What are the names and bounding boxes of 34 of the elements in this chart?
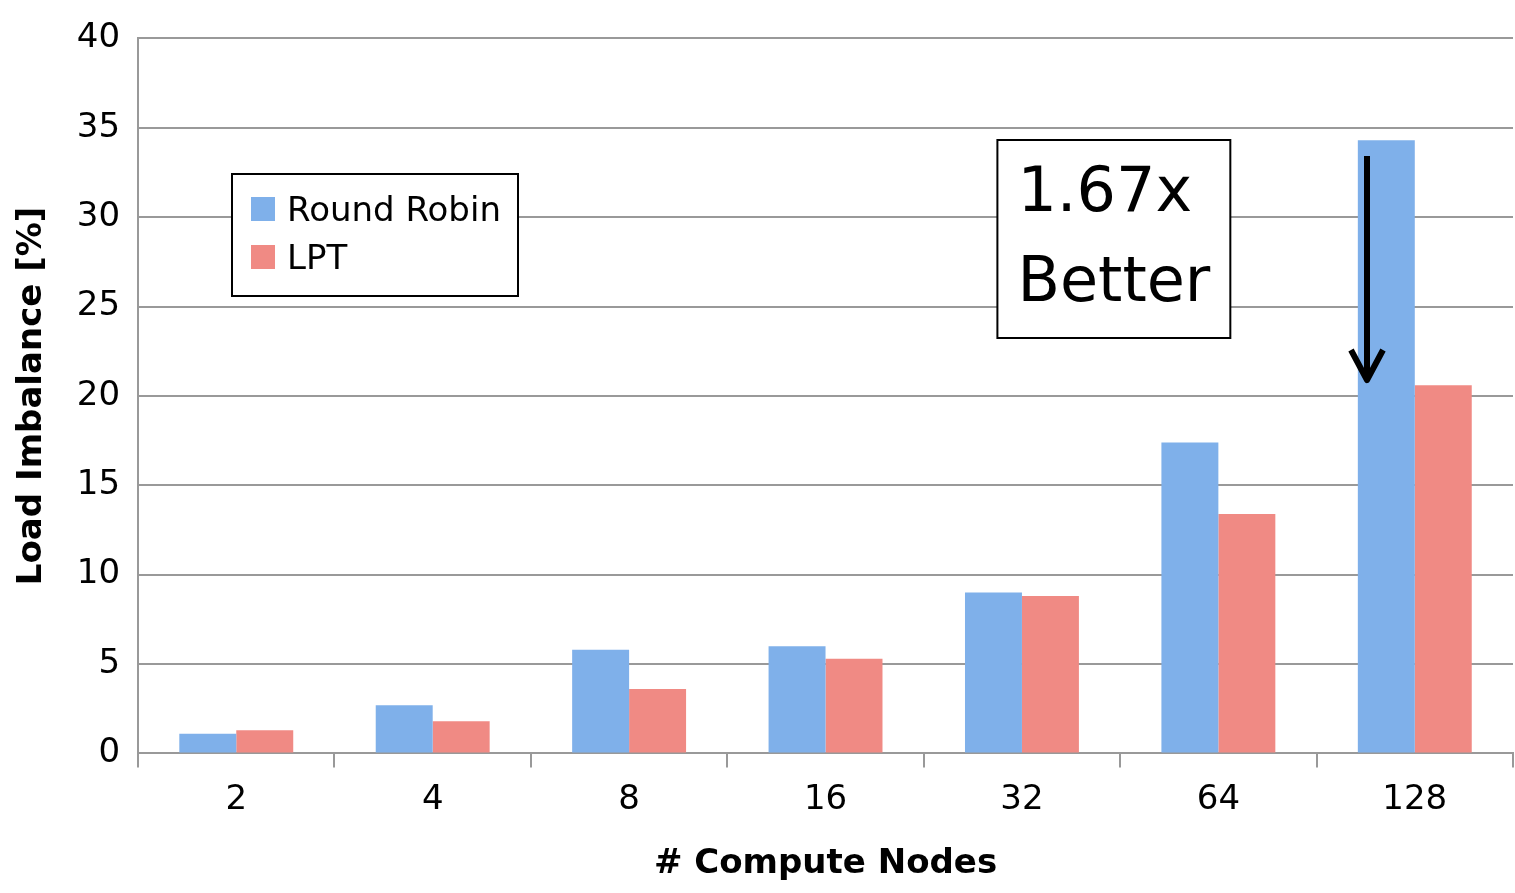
- x-axis-title: # Compute Nodes: [653, 841, 998, 882]
- y-tick-label: 40: [76, 15, 121, 56]
- bar: [572, 649, 630, 753]
- x-tick-label: 8: [618, 776, 640, 817]
- bar: [964, 592, 1022, 753]
- bar: [825, 658, 883, 753]
- y-tick-label: 0: [98, 730, 121, 771]
- bar: [1021, 596, 1079, 753]
- y-tick-label: 15: [76, 462, 121, 503]
- bar: [1414, 385, 1472, 753]
- x-tick-label: 128: [1382, 776, 1448, 817]
- bar: [179, 733, 237, 753]
- x-tick-label: 16: [803, 776, 848, 817]
- bar: [1218, 513, 1276, 753]
- y-tick-label: 35: [76, 104, 121, 145]
- bar: [629, 689, 687, 753]
- y-tick-label: 30: [76, 193, 121, 234]
- bar: [375, 705, 433, 753]
- annotation: 1.67x Better: [1017, 153, 1211, 317]
- x-tick-label: 2: [225, 776, 248, 817]
- legend-label: Round Robin: [287, 189, 501, 230]
- bar: [236, 730, 294, 753]
- bar: [1161, 442, 1219, 753]
- y-tick-label: 10: [76, 551, 121, 592]
- y-tick-label: 20: [76, 372, 121, 413]
- y-tick-label: 5: [98, 640, 121, 681]
- x-tick-label: 32: [1000, 776, 1044, 817]
- legend-label: LPT: [287, 237, 348, 278]
- y-axis-title: Load Imbalance [%]: [9, 206, 50, 586]
- x-tick-label: 4: [421, 776, 444, 817]
- x-tick-label: 64: [1196, 776, 1240, 817]
- bar: [768, 646, 826, 753]
- y-tick-label: 25: [76, 283, 121, 324]
- bar: [432, 721, 490, 753]
